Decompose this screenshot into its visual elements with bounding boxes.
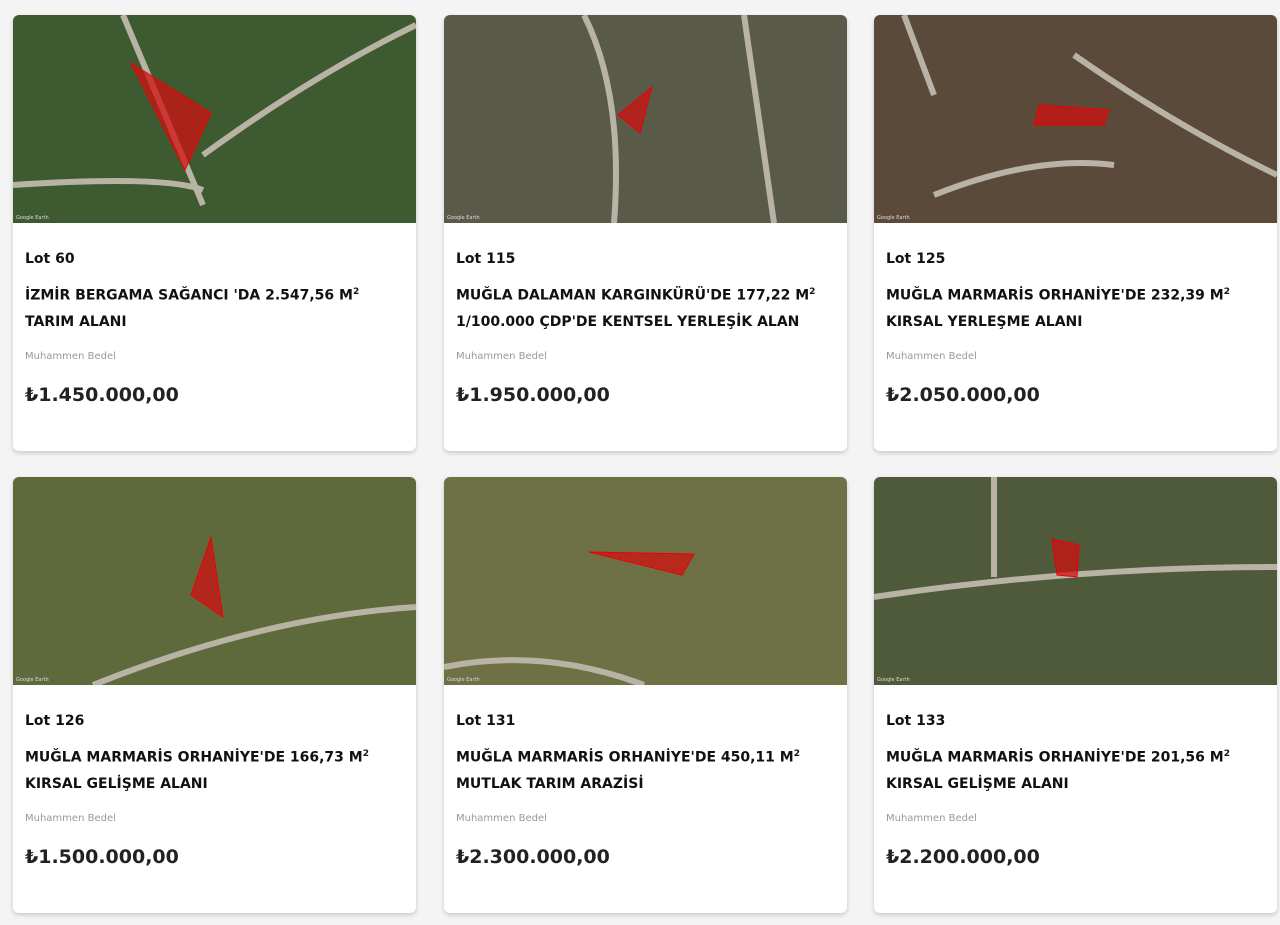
parcel-map (444, 477, 847, 685)
title-line-1: İZMİR BERGAMA SAĞANCI 'DA 2.547,56 M (25, 287, 353, 304)
superscript: 2 (793, 749, 800, 759)
parcel-polygon (190, 536, 224, 619)
superscript: 2 (1223, 749, 1230, 759)
price-value: ₺2.050.000,00 (886, 384, 1040, 406)
title-line-1: MUĞLA MARMARİS ORHANİYE'DE 201,56 M (886, 749, 1224, 766)
title-line-2: KIRSAL YERLEŞME ALANI (886, 313, 1083, 330)
price-label: Muhammen Bedel (456, 813, 547, 824)
lot-card[interactable]: Google Earth Lot 125 MUĞLA MARMARİS ORHA… (874, 15, 1277, 451)
image-watermark: Google Earth (877, 677, 910, 683)
lot-card[interactable]: Google Earth Lot 115 MUĞLA DALAMAN KARGI… (444, 15, 847, 451)
parcel-map (13, 477, 416, 685)
image-watermark: Google Earth (877, 215, 910, 221)
parcel-map (874, 477, 1277, 685)
satellite-image[interactable]: Google Earth (874, 477, 1277, 685)
superscript: 2 (352, 287, 360, 297)
satellite-image[interactable]: Google Earth (874, 15, 1277, 223)
price-value: ₺2.300.000,00 (456, 846, 610, 868)
title-line-2: TARIM ALANI (25, 313, 127, 330)
superscript: 2 (809, 287, 816, 297)
lot-number: Lot 126 (25, 713, 85, 729)
satellite-image[interactable]: Google Earth (13, 15, 416, 223)
satellite-image[interactable]: Google Earth (13, 477, 416, 685)
superscript: 2 (362, 749, 369, 759)
lot-number: Lot 115 (456, 251, 516, 267)
image-watermark: Google Earth (447, 677, 480, 683)
lot-card[interactable]: Google Earth Lot 133 MUĞLA MARMARİS ORHA… (874, 477, 1277, 913)
price-value: ₺1.500.000,00 (25, 846, 179, 868)
price-label: Muhammen Bedel (25, 351, 116, 362)
parcel-polygon (1033, 104, 1110, 126)
title-line-1: MUĞLA MARMARİS ORHANİYE'DE 232,39 M (886, 287, 1224, 304)
lot-number: Lot 131 (456, 713, 516, 729)
title-line-1: MUĞLA DALAMAN KARGINKÜRÜ'DE 177,22 M (456, 287, 810, 304)
parcel-map (874, 15, 1277, 223)
title-line-1: MUĞLA MARMARİS ORHANİYE'DE 450,11 M (456, 749, 794, 766)
title-line-2: KIRSAL GELİŞME ALANI (25, 775, 208, 792)
superscript: 2 (1223, 287, 1230, 297)
lot-number: Lot 60 (25, 251, 75, 267)
image-watermark: Google Earth (16, 215, 49, 221)
price-label: Muhammen Bedel (886, 813, 977, 824)
lot-title[interactable]: MUĞLA MARMARİS ORHANİYE'DE 450,11 M2 MUTL… (456, 741, 841, 797)
parcel-map (444, 15, 847, 223)
price-value: ₺1.450.000,00 (25, 384, 179, 406)
lot-card[interactable]: Google Earth Lot 126 MUĞLA MARMARİS ORHA… (13, 477, 416, 913)
title-line-2: KIRSAL GELİŞME ALANI (886, 775, 1069, 792)
lot-card[interactable]: Google Earth Lot 60 İZMİR BERGAMA SAĞANC… (13, 15, 416, 451)
title-line-1: MUĞLA MARMARİS ORHANİYE'DE 166,73 M (25, 749, 363, 766)
lot-number: Lot 125 (886, 251, 946, 267)
price-label: Muhammen Bedel (25, 813, 116, 824)
lot-title[interactable]: MUĞLA MARMARİS ORHANİYE'DE 166,73 M2 KIRS… (25, 741, 410, 797)
price-label: Muhammen Bedel (886, 351, 977, 362)
parcel-polygon (1051, 538, 1080, 578)
lot-card[interactable]: Google Earth Lot 131 MUĞLA MARMARİS ORHA… (444, 477, 847, 913)
parcel-polygon (129, 61, 212, 172)
parcel-polygon (588, 551, 695, 576)
parcel-polygon (617, 85, 653, 134)
satellite-image[interactable]: Google Earth (444, 477, 847, 685)
price-value: ₺1.950.000,00 (456, 384, 610, 406)
lot-title[interactable]: MUĞLA MARMARİS ORHANİYE'DE 201,56 M2 KIRS… (886, 741, 1271, 797)
image-watermark: Google Earth (447, 215, 480, 221)
satellite-image[interactable]: Google Earth (444, 15, 847, 223)
parcel-map (13, 15, 416, 223)
title-line-2: 1/100.000 ÇDP'DE KENTSEL YERLEŞİK ALAN (456, 313, 800, 330)
title-line-2: MUTLAK TARIM ARAZİSİ (456, 775, 644, 792)
lot-title[interactable]: İZMİR BERGAMA SAĞANCI 'DA 2.547,56 M2 TAR… (25, 279, 410, 335)
lot-title[interactable]: MUĞLA DALAMAN KARGINKÜRÜ'DE 177,22 M2 1/1… (456, 279, 841, 335)
lot-number: Lot 133 (886, 713, 946, 729)
price-value: ₺2.200.000,00 (886, 846, 1040, 868)
lot-title[interactable]: MUĞLA MARMARİS ORHANİYE'DE 232,39 M2 KIRS… (886, 279, 1271, 335)
image-watermark: Google Earth (16, 677, 49, 683)
price-label: Muhammen Bedel (456, 351, 547, 362)
